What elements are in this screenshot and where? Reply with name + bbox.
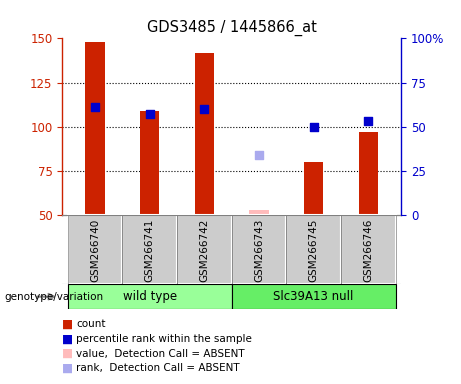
Bar: [231, 215, 286, 284]
Text: GSM266742: GSM266742: [199, 218, 209, 282]
Bar: [249, 210, 269, 215]
Bar: [122, 215, 177, 284]
Text: ■: ■: [62, 362, 73, 375]
Text: GSM266740: GSM266740: [90, 218, 100, 282]
Bar: [177, 215, 232, 284]
Bar: [286, 215, 341, 284]
Text: genotype/variation: genotype/variation: [5, 291, 104, 302]
Text: ■: ■: [62, 318, 73, 331]
Point: [255, 152, 263, 158]
Text: GSM266741: GSM266741: [145, 218, 155, 282]
Text: GSM266743: GSM266743: [254, 218, 264, 282]
Text: rank,  Detection Call = ABSENT: rank, Detection Call = ABSENT: [76, 363, 240, 373]
Text: GSM266745: GSM266745: [308, 218, 319, 282]
Text: percentile rank within the sample: percentile rank within the sample: [76, 334, 252, 344]
Bar: [304, 162, 323, 215]
Text: Slc39A13 null: Slc39A13 null: [273, 290, 354, 303]
Text: GSM266746: GSM266746: [363, 218, 373, 282]
Bar: [85, 42, 105, 215]
Text: value,  Detection Call = ABSENT: value, Detection Call = ABSENT: [76, 349, 245, 359]
Point: [310, 124, 317, 130]
Text: count: count: [76, 319, 106, 329]
Text: ■: ■: [62, 347, 73, 360]
Point: [146, 111, 154, 118]
Title: GDS3485 / 1445866_at: GDS3485 / 1445866_at: [147, 20, 317, 36]
Point: [201, 106, 208, 112]
Text: wild type: wild type: [123, 290, 177, 303]
Bar: [341, 215, 396, 284]
Point: [365, 118, 372, 124]
Bar: [195, 53, 214, 215]
Bar: [231, 284, 396, 309]
Bar: [359, 132, 378, 215]
Bar: [140, 111, 159, 215]
Text: ■: ■: [62, 333, 73, 346]
Bar: [68, 284, 232, 309]
Point: [91, 104, 99, 110]
Bar: [68, 215, 122, 284]
